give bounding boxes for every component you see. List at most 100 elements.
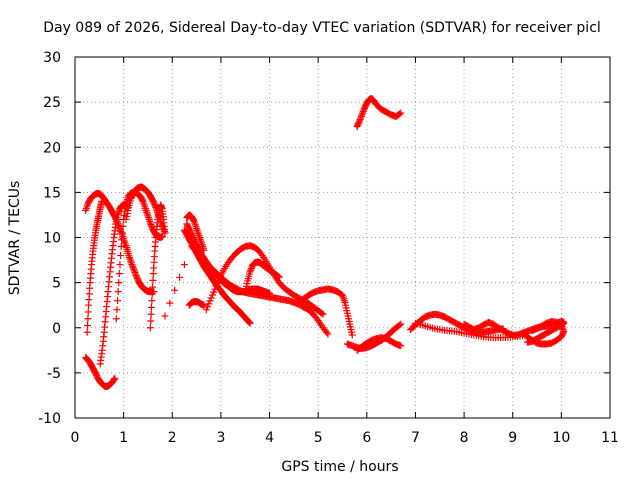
- data-point: [176, 273, 184, 281]
- data-point: [195, 232, 203, 240]
- data-point: [194, 228, 202, 236]
- series-track-x: [161, 261, 188, 320]
- series-track-r: [353, 334, 405, 354]
- data-point: [143, 208, 151, 216]
- data-point: [171, 286, 179, 294]
- y-tick-label: 25: [43, 95, 61, 111]
- data-point: [205, 300, 213, 308]
- data-point: [397, 342, 405, 350]
- grid: [75, 57, 610, 418]
- data-point: [348, 331, 356, 339]
- data-point: [359, 109, 367, 117]
- data-point: [84, 308, 92, 316]
- series-track-o: [295, 285, 356, 339]
- data-point: [148, 290, 156, 298]
- data-point: [147, 221, 155, 229]
- data-point: [324, 330, 332, 338]
- data-point: [180, 261, 188, 269]
- data-point: [141, 203, 149, 211]
- data-point: [82, 206, 90, 214]
- data-point: [132, 270, 140, 278]
- data-points: [82, 95, 568, 390]
- data-point: [112, 315, 120, 323]
- x-axis-label: GPS time / hours: [281, 459, 398, 475]
- data-point: [111, 374, 119, 382]
- y-tick-label: 10: [43, 231, 61, 247]
- data-point: [159, 233, 167, 241]
- data-point: [528, 326, 536, 334]
- y-tick-label: 0: [52, 321, 61, 337]
- data-point: [146, 219, 154, 227]
- data-point: [126, 255, 134, 263]
- data-point: [245, 319, 253, 327]
- data-point: [193, 224, 201, 232]
- data-point: [396, 110, 404, 118]
- data-point: [245, 318, 253, 326]
- x-tick-label: 4: [265, 430, 274, 446]
- data-point: [200, 246, 208, 254]
- data-point: [118, 236, 126, 244]
- data-point: [116, 261, 124, 269]
- chart-title: Day 089 of 2026, Sidereal Day-to-day VTE…: [43, 20, 601, 36]
- data-point: [319, 310, 327, 318]
- data-point: [147, 310, 155, 318]
- data-point: [559, 326, 567, 334]
- series-track-w: [523, 319, 568, 346]
- data-point: [149, 283, 157, 291]
- y-axis-label: SDTVAR / TECUs: [7, 181, 23, 296]
- data-point: [127, 257, 135, 265]
- data-point: [161, 229, 169, 237]
- data-point: [396, 321, 404, 329]
- data-point: [246, 319, 254, 327]
- data-point: [356, 117, 364, 125]
- x-tick-label: 8: [460, 430, 469, 446]
- y-tick-label: -10: [38, 411, 61, 427]
- data-point: [115, 270, 123, 278]
- data-point: [122, 242, 130, 250]
- data-point: [114, 288, 122, 296]
- data-point: [560, 319, 568, 327]
- data-point: [359, 108, 367, 116]
- y-tick-label: 30: [43, 50, 61, 66]
- data-point: [82, 205, 90, 213]
- data-point: [129, 262, 137, 270]
- data-point: [318, 309, 326, 317]
- data-point: [356, 115, 364, 123]
- data-point: [142, 205, 150, 213]
- data-point: [397, 109, 405, 117]
- data-point: [119, 234, 127, 242]
- data-point: [357, 114, 365, 122]
- x-tick-label: 11: [601, 430, 619, 446]
- x-tick-label: 6: [362, 430, 371, 446]
- x-tick-label: 0: [71, 430, 80, 446]
- y-tick-label: 15: [43, 185, 61, 201]
- data-point: [84, 321, 92, 329]
- y-tick-label: 20: [43, 140, 61, 156]
- data-point: [149, 276, 157, 284]
- series-track-g: [146, 201, 169, 332]
- data-point: [146, 217, 154, 225]
- data-point: [131, 268, 139, 276]
- x-tick-label: 2: [168, 430, 177, 446]
- data-point: [247, 265, 255, 273]
- data-point: [358, 111, 366, 119]
- data-point: [117, 243, 125, 251]
- data-point: [275, 273, 283, 281]
- data-point: [130, 267, 138, 275]
- data-point: [118, 229, 126, 237]
- series-track-p: [353, 95, 405, 130]
- data-point: [117, 252, 125, 260]
- series-track-n: [241, 258, 283, 296]
- data-point: [145, 215, 153, 223]
- data-point: [194, 230, 202, 238]
- y-tick-label: -5: [47, 366, 61, 382]
- series-track-k: [183, 211, 208, 254]
- data-point: [143, 210, 151, 218]
- data-point: [144, 212, 152, 220]
- data-point: [117, 228, 125, 236]
- series-track-b: [82, 354, 119, 390]
- data-point: [142, 206, 150, 214]
- data-point: [161, 312, 169, 320]
- data-point: [110, 375, 118, 383]
